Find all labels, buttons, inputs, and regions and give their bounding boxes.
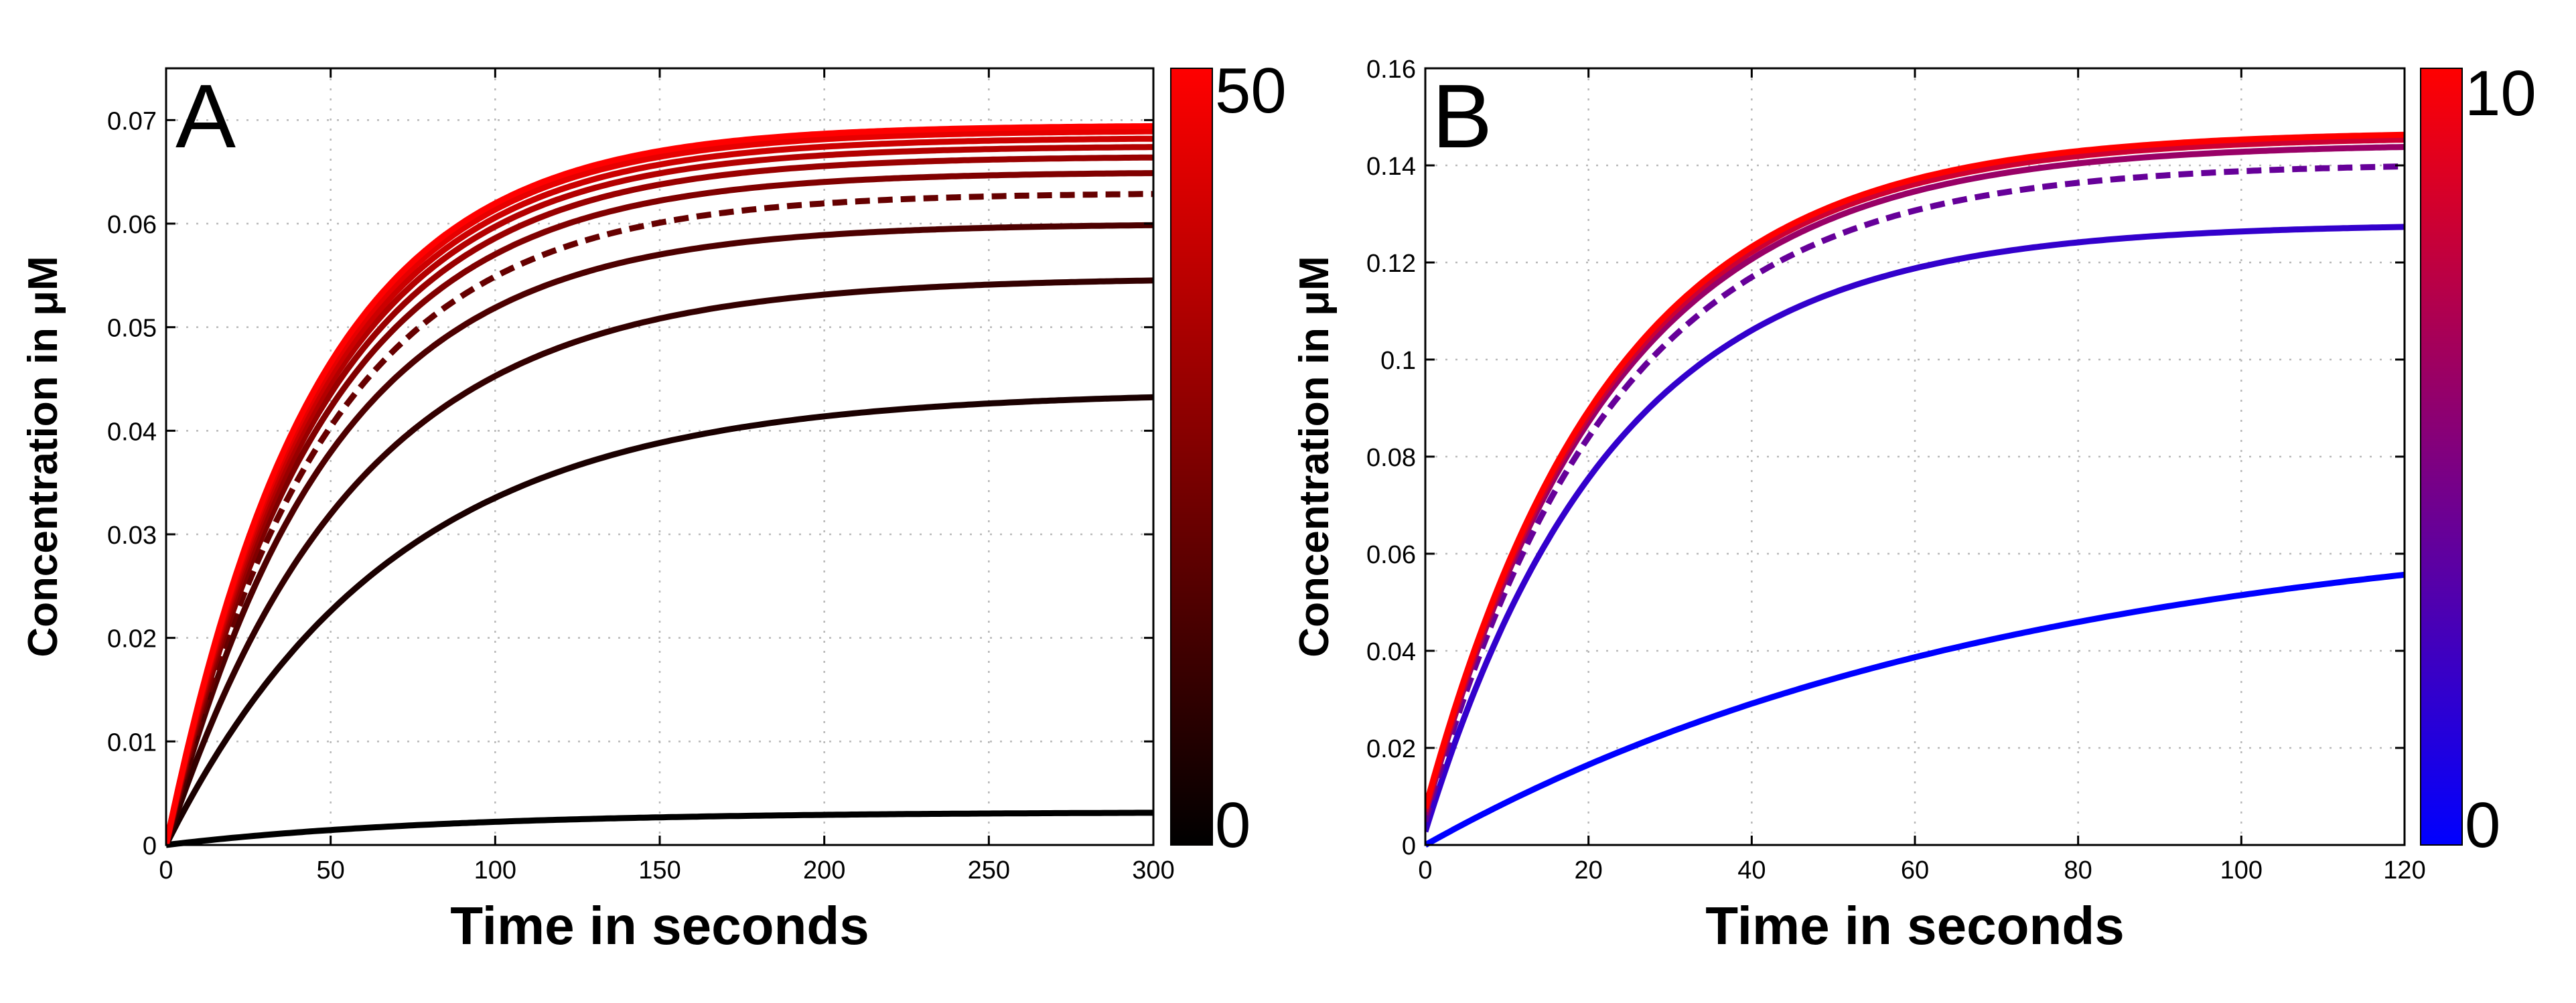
panel-a-xtick-label-3: 150 (638, 856, 681, 884)
panel-a-ytick-label-7: 0.07 (107, 107, 157, 135)
panel-a-series-45 (166, 128, 1153, 846)
panel-b-letter: B (1432, 66, 1492, 167)
panel-a-series-40 (166, 135, 1153, 846)
panel-a-xtick-label-4: 200 (803, 856, 845, 884)
panel-a-series-10 (166, 277, 1153, 846)
panel-b-ytick-label-4: 0.08 (1366, 444, 1416, 472)
panel-a-letter: A (175, 66, 236, 167)
panel-a-series-20 (166, 191, 1153, 846)
panel-a-xtick-label-0: 0 (159, 856, 173, 884)
panel-b-ytick-label-0: 0 (1402, 832, 1416, 860)
panel-b-series-6 (1425, 144, 2405, 816)
panel-b-xtick-label-5: 100 (2220, 856, 2263, 884)
panel-b-series-2 (1425, 224, 2405, 833)
panel-a-xtick-label-2: 100 (474, 856, 516, 884)
panel-a-ytick-label-1: 0.01 (107, 728, 157, 757)
panel-b-series-group (1425, 131, 2405, 848)
panel-a-series-5 (166, 394, 1153, 847)
panel-b-ytick-label-3: 0.06 (1366, 541, 1416, 569)
panel-a-ytick-label-6: 0.06 (107, 211, 157, 239)
panel-b-colorbar-min-label: 0 (2465, 789, 2500, 861)
panel-a-xtick-label-1: 50 (317, 856, 345, 884)
panel-b-ytick-label-7: 0.14 (1366, 153, 1416, 181)
panel-b-xtick-label-3: 60 (1901, 856, 1929, 884)
panel-a-xtick-label-6: 300 (1132, 856, 1174, 884)
panel-b-ytick-label-8: 0.16 (1366, 56, 1416, 84)
panel-b-ylabel: Concentration in μM (1291, 256, 1338, 657)
panel-a-colorbar-min-label: 0 (1215, 789, 1250, 861)
panel-b-ytick-label-5: 0.1 (1380, 347, 1416, 375)
panel-a-series-35 (166, 144, 1153, 846)
panel-b-xtick-label-1: 20 (1575, 856, 1603, 884)
panel-b-ytick-label-2: 0.04 (1366, 638, 1416, 666)
panel-b-xtick-label-0: 0 (1418, 856, 1432, 884)
panel-a-series-15 (166, 222, 1153, 846)
panel-b-xlabel: Time in seconds (1705, 896, 2124, 955)
panel-a-series-group (166, 123, 1153, 848)
panel-a-xtick-label-5: 250 (968, 856, 1010, 884)
panel-a-ytick-label-0: 0 (143, 832, 157, 860)
panel-b-xtick-label-6: 120 (2383, 856, 2425, 884)
panel-b-xtick-label-4: 80 (2064, 856, 2092, 884)
panel-a-series-30 (166, 154, 1153, 846)
panel-a-series-50 (166, 123, 1153, 846)
panel-b: 0 20 40 60 80 100 12000.020.040.060.080.10.120… (1291, 56, 2536, 955)
panel-b-xtick-label-2: 40 (1737, 856, 1766, 884)
panel-a-colorbar-max-label: 50 (1215, 55, 1287, 127)
panel-b-ytick-label-6: 0.12 (1366, 250, 1416, 278)
panel-a-ytick-label-5: 0.05 (107, 315, 157, 343)
panel-a-ytick-label-2: 0.02 (107, 625, 157, 653)
panel-a-ylabel: Concentration in μM (20, 256, 66, 657)
panel-a-xlabel: Time in seconds (450, 896, 869, 955)
panel-a: 0 50 100 150 200 250 300 0 0.01 0.02 0.03 0.04 0.05 0… (20, 55, 1287, 955)
panel-b-colorbar (2420, 68, 2463, 846)
panel-a-colorbar (1170, 68, 1213, 846)
panel-a-ytick-label-4: 0.04 (107, 418, 157, 446)
panel-b-series-4 (1425, 163, 2405, 823)
panel-a-ytick-label-3: 0.03 (107, 522, 157, 550)
panel-b-series-0 (1425, 571, 2405, 848)
panel-b-colorbar-max-label: 10 (2465, 58, 2536, 129)
panel-a-series-0 (166, 809, 1153, 848)
panel-b-ytick-label-1: 0.02 (1366, 735, 1416, 763)
panel-b-series-10 (1425, 131, 2405, 809)
panel-a-series-25 (166, 170, 1153, 846)
